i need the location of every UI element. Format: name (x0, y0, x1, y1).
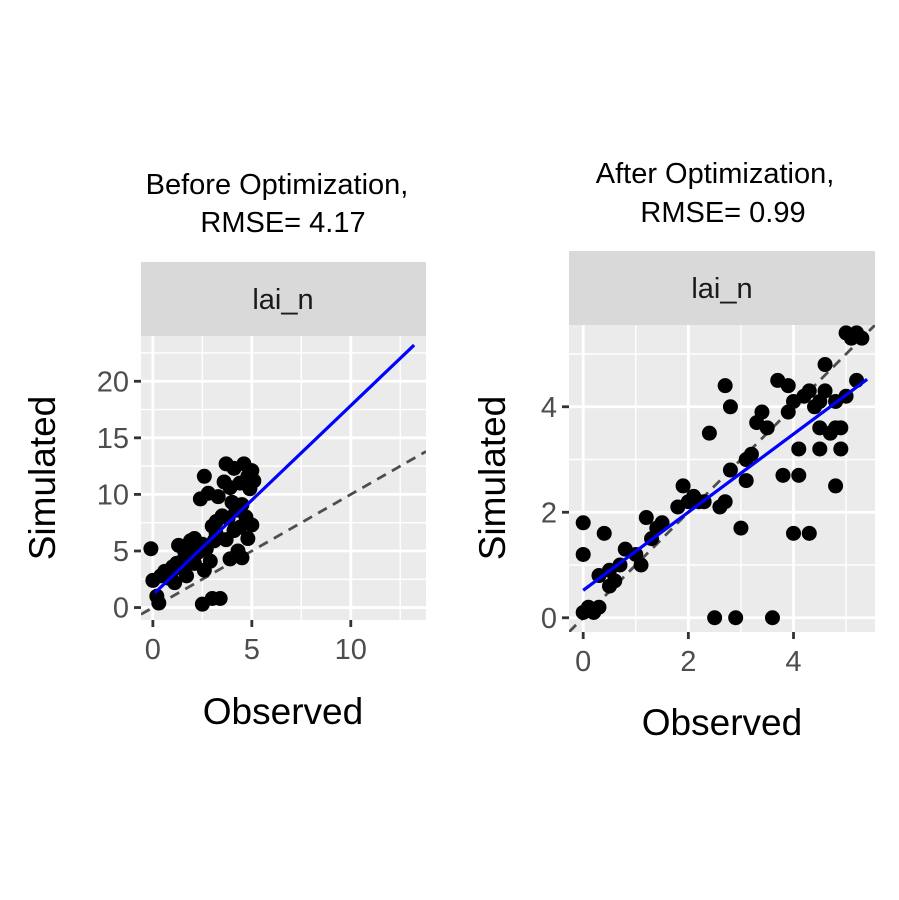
minor-gridlines (141, 336, 426, 620)
x-tick-label: 10 (335, 634, 367, 666)
data-point (812, 441, 828, 457)
panel-before: Before Optimization, RMSE= 4.17 lai_n 0 5… (22, 169, 426, 732)
data-point (575, 515, 591, 531)
y-axis-title: Simulated (472, 396, 513, 561)
data-point (849, 325, 865, 341)
data-point (196, 468, 212, 484)
data-point (240, 531, 256, 547)
data-point (738, 473, 754, 489)
panel-title-line-1: Before Optimization, (146, 169, 409, 201)
y-axis-title: Simulated (22, 396, 63, 561)
data-point (234, 550, 250, 566)
y-tick-label: 0 (113, 593, 129, 625)
data-point (208, 514, 224, 530)
x-axis-title: Observed (642, 702, 802, 743)
data-point (786, 525, 802, 541)
y-tick-label: 20 (97, 366, 129, 398)
data-point (801, 525, 817, 541)
data-point (654, 515, 670, 531)
data-points (575, 325, 870, 626)
data-point (791, 467, 807, 483)
data-point (210, 489, 226, 505)
data-point (638, 510, 654, 526)
data-point (143, 541, 159, 557)
data-point (833, 420, 849, 436)
regression-line (153, 343, 416, 595)
data-point (828, 478, 844, 494)
data-point (163, 566, 179, 582)
plot-area (569, 325, 875, 632)
data-point (780, 378, 796, 394)
x-tick-label: 4 (785, 646, 801, 678)
data-point (728, 610, 744, 626)
panel-title-line-2: RMSE= 4.17 (200, 207, 365, 239)
facet-strip (569, 251, 875, 325)
panel-title-line-1: After Optimization, (596, 158, 835, 190)
x-axis-ticks: 0 5 10 (145, 620, 367, 666)
x-axis-ticks: 0 2 4 (575, 632, 802, 678)
data-point (701, 425, 717, 441)
data-point (733, 520, 749, 536)
data-point (764, 610, 780, 626)
data-point (194, 536, 210, 552)
data-point (817, 357, 833, 373)
data-point (179, 568, 195, 584)
x-tick-label: 0 (575, 646, 591, 678)
data-point (212, 591, 228, 607)
data-point (151, 595, 167, 611)
data-point (754, 404, 770, 420)
data-point (628, 546, 644, 562)
facet-strip-label: lai_n (252, 284, 313, 316)
data-point (759, 420, 775, 436)
identity-line (141, 450, 426, 616)
data-point (707, 610, 723, 626)
data-point (246, 473, 262, 489)
data-point (743, 446, 759, 462)
data-point (575, 546, 591, 562)
plot-area (141, 336, 426, 620)
y-tick-label: 4 (541, 392, 557, 424)
y-tick-label: 5 (113, 536, 129, 568)
y-axis-ticks: 0 2 4 (541, 392, 569, 635)
x-axis-title: Observed (203, 691, 363, 732)
data-point (775, 467, 791, 483)
x-tick-label: 0 (145, 634, 161, 666)
data-point (717, 494, 733, 510)
data-point (833, 441, 849, 457)
data-point (717, 378, 733, 394)
data-point (244, 517, 260, 533)
data-points (143, 456, 262, 612)
facet-strip (141, 262, 426, 336)
y-tick-label: 0 (541, 603, 557, 635)
data-point (722, 462, 738, 478)
data-point (601, 578, 617, 594)
data-point (791, 441, 807, 457)
y-tick-label: 15 (97, 423, 129, 455)
panel-after: After Optimization, RMSE= 0.99 lai_n 0 2 4… (472, 158, 875, 743)
facet-strip-label: lai_n (691, 273, 752, 305)
x-tick-label: 5 (244, 634, 260, 666)
data-point (675, 478, 691, 494)
regression-line (582, 378, 869, 592)
data-point (596, 525, 612, 541)
panel-title-line-2: RMSE= 0.99 (640, 197, 805, 229)
data-point (812, 393, 828, 409)
y-tick-label: 10 (97, 479, 129, 511)
data-point (722, 399, 738, 415)
data-point (202, 553, 218, 569)
y-axis-ticks: 0 5 10 15 20 (97, 366, 141, 625)
y-tick-label: 2 (541, 497, 557, 529)
data-point (801, 383, 817, 399)
data-point (591, 599, 607, 615)
x-tick-label: 2 (680, 646, 696, 678)
